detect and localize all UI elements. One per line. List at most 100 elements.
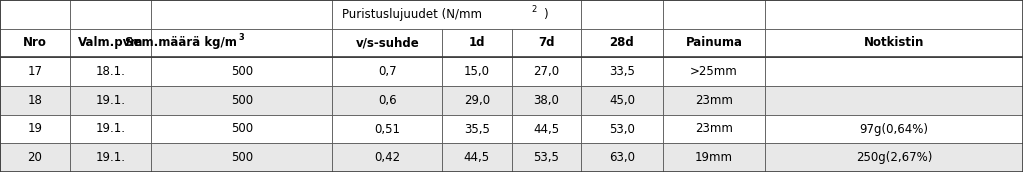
Bar <box>663 29 765 57</box>
Bar <box>765 86 1023 115</box>
Bar <box>151 0 332 29</box>
Bar <box>332 86 442 115</box>
Bar <box>663 143 765 172</box>
Bar <box>512 86 581 115</box>
Bar <box>512 57 581 86</box>
Bar <box>151 29 332 57</box>
Text: 29,0: 29,0 <box>463 94 490 107</box>
Bar <box>765 29 1023 57</box>
Text: 500: 500 <box>231 151 253 164</box>
Text: 7d: 7d <box>538 36 554 50</box>
Bar <box>0 57 70 86</box>
Bar <box>0 29 70 57</box>
Bar <box>70 0 151 29</box>
Text: 44,5: 44,5 <box>533 122 560 136</box>
Bar <box>0 0 70 29</box>
Bar <box>663 57 765 86</box>
Text: 18: 18 <box>28 94 42 107</box>
Bar <box>151 115 332 143</box>
Text: 18.1.: 18.1. <box>95 65 126 78</box>
Text: 0,42: 0,42 <box>374 151 400 164</box>
Bar <box>332 115 442 143</box>
Bar <box>151 29 332 57</box>
Text: 97g(0,64%): 97g(0,64%) <box>859 122 929 136</box>
Bar <box>332 86 442 115</box>
Bar <box>581 143 663 172</box>
Text: 500: 500 <box>231 94 253 107</box>
Bar <box>332 0 581 29</box>
Text: 28d: 28d <box>610 36 634 50</box>
Bar <box>765 143 1023 172</box>
Text: 19mm: 19mm <box>695 151 733 164</box>
Text: 23mm: 23mm <box>695 122 733 136</box>
Bar <box>581 115 663 143</box>
Bar <box>442 115 512 143</box>
Text: 17: 17 <box>28 65 42 78</box>
Bar <box>765 0 1023 29</box>
Bar <box>765 86 1023 115</box>
Text: 19.1.: 19.1. <box>95 94 126 107</box>
Text: 19.1.: 19.1. <box>95 151 126 164</box>
Bar <box>0 115 70 143</box>
Text: 0,51: 0,51 <box>374 122 400 136</box>
Bar <box>581 57 663 86</box>
Bar <box>70 115 151 143</box>
Bar <box>581 57 663 86</box>
Bar <box>332 29 442 57</box>
Bar <box>70 143 151 172</box>
Bar <box>765 57 1023 86</box>
Bar <box>0 86 70 115</box>
Bar <box>442 143 512 172</box>
Bar <box>442 143 512 172</box>
Bar <box>581 86 663 115</box>
Text: 19: 19 <box>28 122 42 136</box>
Bar <box>512 29 581 57</box>
Bar <box>332 143 442 172</box>
Text: Puristuslujuudet (N/mm: Puristuslujuudet (N/mm <box>343 8 483 21</box>
Bar <box>581 0 663 29</box>
Text: 33,5: 33,5 <box>609 65 635 78</box>
Bar <box>765 0 1023 29</box>
Bar <box>765 115 1023 143</box>
Bar <box>0 86 70 115</box>
Bar <box>581 29 663 57</box>
Bar <box>0 0 70 29</box>
Text: 44,5: 44,5 <box>463 151 490 164</box>
Bar <box>442 86 512 115</box>
Text: Painuma: Painuma <box>685 36 743 50</box>
Text: ): ) <box>543 8 547 21</box>
Bar <box>70 143 151 172</box>
Bar <box>332 143 442 172</box>
Text: 1d: 1d <box>469 36 485 50</box>
Bar <box>663 0 765 29</box>
Text: 27,0: 27,0 <box>533 65 560 78</box>
Bar <box>442 115 512 143</box>
Bar <box>765 143 1023 172</box>
Bar <box>442 29 512 57</box>
Text: 15,0: 15,0 <box>463 65 490 78</box>
Bar <box>70 0 151 29</box>
Text: v/s-suhde: v/s-suhde <box>355 36 419 50</box>
Bar <box>151 0 332 29</box>
Bar <box>70 57 151 86</box>
Text: 45,0: 45,0 <box>609 94 635 107</box>
Text: 38,0: 38,0 <box>533 94 560 107</box>
Bar <box>151 143 332 172</box>
Bar <box>0 29 70 57</box>
Bar <box>581 143 663 172</box>
Text: Notkistin: Notkistin <box>863 36 925 50</box>
Text: 19.1.: 19.1. <box>95 122 126 136</box>
Text: 53,0: 53,0 <box>609 122 635 136</box>
Bar <box>663 57 765 86</box>
Bar <box>0 143 70 172</box>
Bar <box>70 86 151 115</box>
Bar <box>512 29 581 57</box>
Bar <box>151 86 332 115</box>
Bar <box>332 115 442 143</box>
Text: 63,0: 63,0 <box>609 151 635 164</box>
Bar <box>581 86 663 115</box>
Bar <box>70 29 151 57</box>
Bar <box>512 57 581 86</box>
Text: 0,6: 0,6 <box>377 94 397 107</box>
Bar <box>663 115 765 143</box>
